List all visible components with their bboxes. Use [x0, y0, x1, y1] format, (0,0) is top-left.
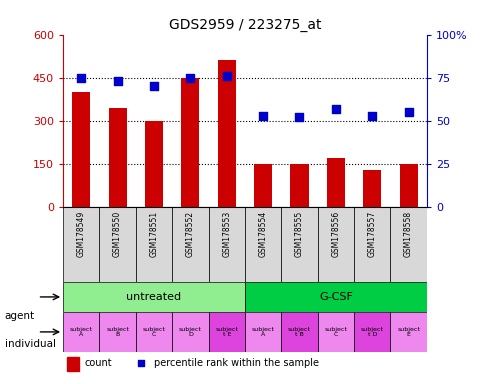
FancyBboxPatch shape — [244, 282, 426, 312]
Bar — [67, 357, 79, 371]
Point — [186, 74, 194, 81]
Point — [113, 78, 121, 84]
Point — [137, 360, 145, 366]
Text: GSM178553: GSM178553 — [222, 210, 231, 257]
Text: subject
E: subject E — [396, 326, 419, 337]
Bar — [181, 78, 199, 207]
Text: GSM178556: GSM178556 — [331, 210, 340, 257]
Bar — [217, 60, 235, 207]
Bar — [254, 164, 272, 207]
Point — [368, 113, 376, 119]
Text: subject
D: subject D — [179, 326, 201, 337]
Text: subject
C: subject C — [142, 326, 165, 337]
Bar — [399, 164, 417, 207]
FancyBboxPatch shape — [353, 207, 390, 282]
FancyBboxPatch shape — [136, 207, 172, 282]
Point — [258, 113, 266, 119]
FancyBboxPatch shape — [99, 312, 136, 352]
Bar — [326, 158, 344, 207]
Text: subject
t E: subject t E — [215, 326, 238, 337]
Bar — [72, 92, 90, 207]
FancyBboxPatch shape — [244, 312, 281, 352]
Text: percentile rank within the sample: percentile rank within the sample — [153, 358, 318, 368]
FancyBboxPatch shape — [281, 207, 317, 282]
FancyBboxPatch shape — [208, 312, 244, 352]
FancyBboxPatch shape — [390, 207, 426, 282]
Point — [222, 73, 230, 79]
Bar — [108, 108, 126, 207]
Text: GSM178550: GSM178550 — [113, 210, 122, 257]
FancyBboxPatch shape — [317, 207, 353, 282]
Text: GSM178558: GSM178558 — [403, 210, 412, 257]
Point — [150, 83, 157, 89]
Text: agent: agent — [5, 311, 35, 321]
Text: subject
t B: subject t B — [287, 326, 310, 337]
FancyBboxPatch shape — [172, 312, 208, 352]
Text: GSM178554: GSM178554 — [258, 210, 267, 257]
FancyBboxPatch shape — [353, 312, 390, 352]
Point — [77, 74, 85, 81]
Text: GSM178549: GSM178549 — [76, 210, 86, 257]
FancyBboxPatch shape — [208, 207, 244, 282]
Text: subject
C: subject C — [324, 326, 347, 337]
Bar — [290, 164, 308, 207]
FancyBboxPatch shape — [317, 312, 353, 352]
Text: untreated: untreated — [126, 292, 181, 302]
Text: GSM178557: GSM178557 — [367, 210, 376, 257]
FancyBboxPatch shape — [281, 312, 317, 352]
Text: GSM178555: GSM178555 — [294, 210, 303, 257]
Text: count: count — [85, 358, 112, 368]
Point — [404, 109, 411, 115]
Text: subject
A: subject A — [251, 326, 274, 337]
Text: subject
t D: subject t D — [360, 326, 383, 337]
FancyBboxPatch shape — [63, 282, 244, 312]
FancyBboxPatch shape — [172, 207, 208, 282]
Text: GSM178551: GSM178551 — [149, 210, 158, 257]
FancyBboxPatch shape — [390, 312, 426, 352]
Text: G-CSF: G-CSF — [318, 292, 352, 302]
Bar — [145, 121, 163, 207]
Bar — [363, 170, 380, 207]
Text: individual: individual — [5, 339, 56, 349]
Title: GDS2959 / 223275_at: GDS2959 / 223275_at — [168, 18, 320, 32]
FancyBboxPatch shape — [63, 207, 99, 282]
FancyBboxPatch shape — [244, 207, 281, 282]
FancyBboxPatch shape — [99, 207, 136, 282]
FancyBboxPatch shape — [136, 312, 172, 352]
Text: subject
B: subject B — [106, 326, 129, 337]
Point — [295, 114, 303, 120]
Text: GSM178552: GSM178552 — [185, 210, 195, 257]
Point — [331, 106, 339, 112]
Text: subject
A: subject A — [70, 326, 92, 337]
FancyBboxPatch shape — [63, 312, 99, 352]
